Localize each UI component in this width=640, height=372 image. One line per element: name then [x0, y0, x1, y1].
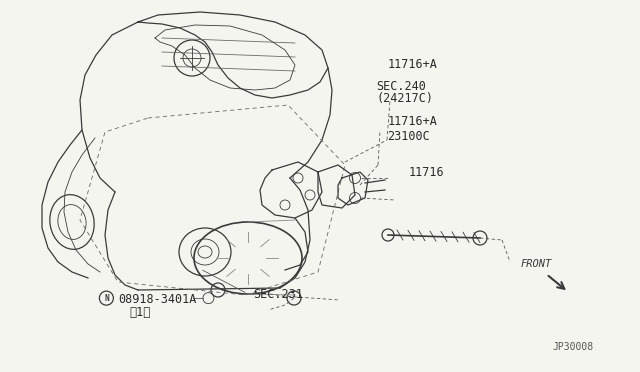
Text: 11716: 11716 [408, 166, 444, 179]
Text: 11716+A: 11716+A [387, 58, 437, 71]
Text: 11716+A: 11716+A [387, 115, 437, 128]
Text: N: N [104, 294, 109, 303]
Text: SEC.240: SEC.240 [376, 80, 426, 93]
Text: 23100C: 23100C [387, 130, 430, 143]
Text: 〈1〉: 〈1〉 [129, 306, 150, 319]
Text: JP30008: JP30008 [552, 342, 593, 352]
Text: 08918-3401A: 08918-3401A [118, 293, 196, 306]
Text: (24217C): (24217C) [376, 92, 433, 105]
Text: FRONT: FRONT [521, 259, 552, 269]
Text: SEC.231: SEC.231 [253, 288, 303, 301]
